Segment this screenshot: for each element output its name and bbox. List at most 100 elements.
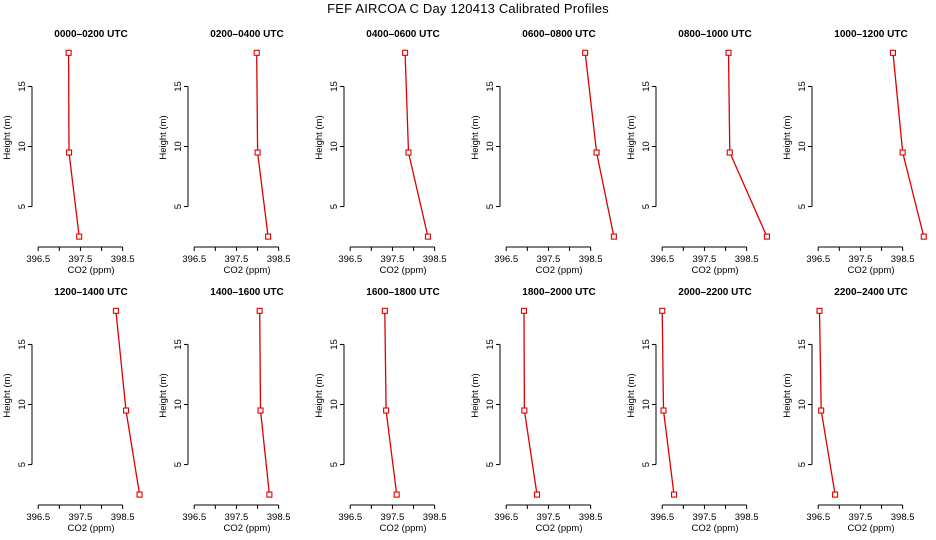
y-axis-label: Height (m) <box>782 115 793 159</box>
y-axis-label: Height (m) <box>2 373 13 417</box>
x-tick-label: 396.5 <box>650 254 674 265</box>
profile-line <box>404 52 429 237</box>
data-point <box>520 307 528 314</box>
x-tick-label: 398.5 <box>735 512 759 523</box>
x-axis-label: CO2 (ppm) <box>380 265 427 276</box>
x-tick-label: 397.5 <box>537 512 561 523</box>
y-tick-label: 5 <box>17 462 28 467</box>
profile-panel-2: 0200–0400 UTC 396.5 397.5 398.5 5 10 15 CO2 (pp… <box>158 29 291 276</box>
data-point <box>256 307 263 314</box>
panel-title: 1800–2000 UTC <box>522 287 595 298</box>
x-tick-label: 398.5 <box>579 254 603 265</box>
y-tick-label: 10 <box>797 141 808 152</box>
y-tick-label: 5 <box>173 462 184 467</box>
x-tick-label: 396.5 <box>338 254 362 265</box>
profile-panel-8: 1400–1600 UTC 396.5 397.5 398.5 5 10 15 CO2 (pp… <box>158 287 291 534</box>
profile-panel-4: 0600–0800 UTC 396.5 397.5 398.5 5 10 15 CO2 (pp… <box>470 29 617 276</box>
x-axis-label: CO2 (ppm) <box>68 265 115 276</box>
y-tick-label: 10 <box>485 141 496 152</box>
x-tick-label: 398.5 <box>891 254 915 265</box>
y-tick-label: 5 <box>797 204 808 209</box>
data-point <box>254 149 261 156</box>
y-axis-label: Height (m) <box>158 115 169 159</box>
x-tick-label: 398.5 <box>111 254 135 265</box>
panel-title: 1200–1400 UTC <box>54 287 127 298</box>
profile-panel-10: 1800–2000 UTC 396.5 397.5 398.5 5 10 15 CO2 (pp… <box>470 287 603 534</box>
profile-line <box>384 310 398 495</box>
y-tick-label: 5 <box>329 462 340 467</box>
data-point <box>65 149 73 156</box>
x-tick-label: 397.5 <box>225 512 249 523</box>
data-point <box>381 307 388 314</box>
data-point <box>659 307 666 314</box>
x-tick-label: 398.5 <box>579 512 603 523</box>
data-point <box>76 233 83 240</box>
y-axis-label: Height (m) <box>626 373 637 417</box>
y-axis-label: Height (m) <box>314 373 325 417</box>
x-tick-label: 396.5 <box>182 512 206 523</box>
x-tick-label: 397.5 <box>537 254 561 265</box>
x-tick-label: 397.5 <box>381 254 405 265</box>
x-tick-label: 398.5 <box>423 512 447 523</box>
y-tick-label: 5 <box>173 204 184 209</box>
data-point <box>920 233 927 240</box>
data-point <box>393 491 400 498</box>
data-point <box>65 49 72 56</box>
profile-panel-9: 1600–1800 UTC 396.5 397.5 398.5 5 10 15 CO2 (pp… <box>314 287 447 534</box>
data-point <box>521 407 528 414</box>
x-tick-label: 397.5 <box>693 512 717 523</box>
profile-line <box>727 52 768 237</box>
y-tick-label: 10 <box>485 399 496 410</box>
x-tick-label: 398.5 <box>267 512 291 523</box>
data-point <box>832 491 839 498</box>
x-axis-label: CO2 (ppm) <box>536 265 583 276</box>
x-tick-label: 396.5 <box>26 512 50 523</box>
profile-line <box>67 52 80 237</box>
profile-panel-5: 0800–1000 UTC 396.5 397.5 398.5 5 10 15 CO2 (pp… <box>626 29 770 276</box>
profile-line <box>259 310 271 495</box>
data-point <box>582 49 589 56</box>
y-tick-label: 10 <box>17 141 28 152</box>
y-axis-label: Height (m) <box>314 115 325 159</box>
y-tick-label: 5 <box>641 204 652 209</box>
data-point <box>253 49 260 56</box>
data-point <box>818 407 825 414</box>
profile-line <box>584 52 615 237</box>
panel-title: 0600–0800 UTC <box>522 29 595 40</box>
x-axis-label: CO2 (ppm) <box>380 523 427 534</box>
y-axis-label: Height (m) <box>158 373 169 417</box>
data-point <box>402 49 409 56</box>
x-tick-label: 397.5 <box>849 254 873 265</box>
data-point <box>889 49 897 56</box>
panel-title: 1400–1600 UTC <box>210 287 283 298</box>
y-tick-label: 15 <box>17 81 28 92</box>
x-tick-label: 396.5 <box>26 254 50 265</box>
data-point <box>725 49 732 56</box>
profile-panel-3: 0400–0600 UTC 396.5 397.5 398.5 5 10 15 CO2 (pp… <box>314 29 447 276</box>
y-tick-label: 5 <box>641 462 652 467</box>
x-tick-label: 397.5 <box>693 254 717 265</box>
panel-title: 1000–1200 UTC <box>834 29 907 40</box>
data-point <box>660 407 667 414</box>
x-tick-label: 398.5 <box>111 512 135 523</box>
x-tick-label: 397.5 <box>381 512 405 523</box>
data-point <box>265 233 272 240</box>
profile-panel-1: 0000–0200 UTC 396.5 397.5 398.5 5 10 15 CO2 (pp… <box>2 29 135 276</box>
x-tick-label: 396.5 <box>806 254 830 265</box>
profile-line <box>523 310 538 495</box>
panel-title: 1600–1800 UTC <box>366 287 439 298</box>
x-tick-label: 397.5 <box>69 512 93 523</box>
y-tick-label: 5 <box>17 204 28 209</box>
y-tick-label: 5 <box>797 462 808 467</box>
x-tick-label: 398.5 <box>891 512 915 523</box>
x-axis-label: CO2 (ppm) <box>224 523 271 534</box>
data-point <box>726 149 733 156</box>
data-point <box>670 491 678 498</box>
data-point <box>257 407 264 414</box>
profile-panel-6: 1000–1200 UTC 396.5 397.5 398.5 5 10 15 CO2 (pp… <box>782 29 927 276</box>
data-point <box>122 407 130 414</box>
y-tick-label: 15 <box>797 339 808 350</box>
y-tick-label: 10 <box>173 141 184 152</box>
x-tick-label: 398.5 <box>267 254 291 265</box>
y-tick-label: 5 <box>485 204 496 209</box>
